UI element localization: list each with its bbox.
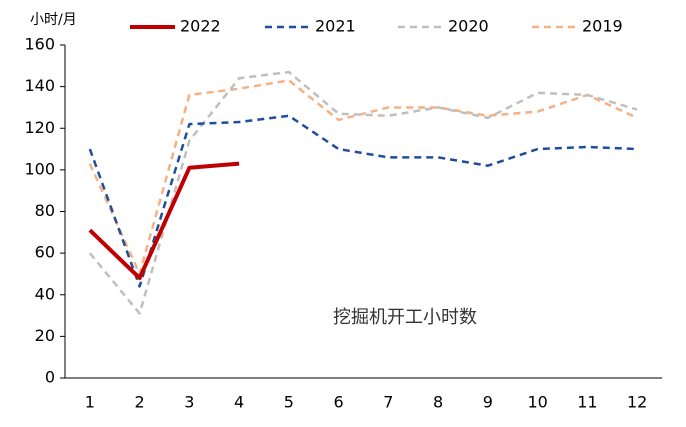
x-tick-label: 6 xyxy=(334,393,344,412)
x-tick-label: 10 xyxy=(527,393,547,412)
x-tick-label: 12 xyxy=(627,393,647,412)
x-tick-label: 9 xyxy=(483,393,493,412)
y-tick-label: 160 xyxy=(24,35,55,54)
x-tick-label: 3 xyxy=(184,393,194,412)
y-tick-label: 120 xyxy=(24,118,55,137)
line-series xyxy=(88,114,638,288)
y-tick-label: 60 xyxy=(35,243,55,262)
x-tick-label: 2 xyxy=(135,393,145,412)
line-series xyxy=(88,70,638,315)
x-tick-label: 8 xyxy=(433,393,443,412)
y-tick-label: 40 xyxy=(35,284,55,303)
legend-label: 2022 xyxy=(180,17,221,36)
x-tick-label: 4 xyxy=(234,393,244,412)
x-tick-label: 1 xyxy=(85,393,95,412)
legend-label: 2019 xyxy=(582,17,623,36)
y-tick-label: 100 xyxy=(24,159,55,178)
legend-label: 2020 xyxy=(448,17,489,36)
y-tick-label: 0 xyxy=(45,368,55,387)
annotation: 挖掘机开工小时数 xyxy=(333,307,477,328)
line-series xyxy=(88,79,638,276)
y-tick-label: 20 xyxy=(35,326,55,345)
y-tick-label: 80 xyxy=(35,201,55,220)
x-tick-label: 11 xyxy=(577,393,597,412)
line-series xyxy=(88,161,240,281)
y-tick-label: 140 xyxy=(24,76,55,95)
x-tick-label: 7 xyxy=(383,393,393,412)
x-tick-label: 5 xyxy=(284,393,294,412)
legend-label: 2021 xyxy=(315,17,356,36)
y-axis-label: 小时/月 xyxy=(30,12,77,28)
